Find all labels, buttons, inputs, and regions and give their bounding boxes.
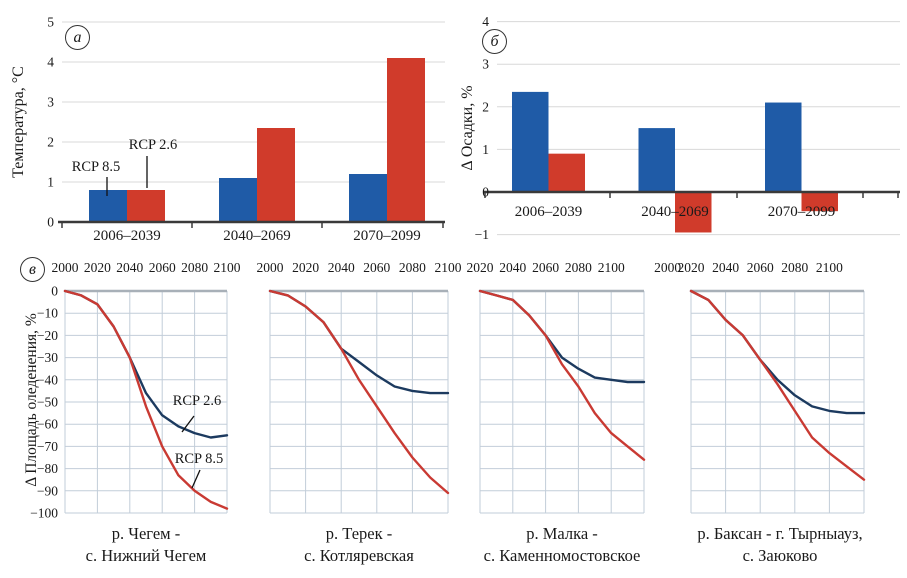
x-tick-label: 2040 <box>328 260 355 275</box>
y-tick-label: −30 <box>37 350 58 365</box>
line-chart-terek: 2000 2020 2040 2060 2080 2100 <box>257 260 462 514</box>
y-tick-label: −1 <box>475 227 489 242</box>
caption-line: с. Нижний Чегем <box>85 545 207 565</box>
precipitation-bar-chart: 4 3 2 1 0 −1 2006–2039 2040–2069 2070–2099 <box>475 14 900 242</box>
x-tick-label: 2040 <box>116 260 143 275</box>
y-tick-label: −50 <box>37 395 58 410</box>
category-label: 2070–2099 <box>353 228 421 244</box>
x-tick-label: 2060 <box>532 260 559 275</box>
y-tick-label: 1 <box>47 175 54 190</box>
caption-line: р. Терек - <box>325 524 393 543</box>
bar-RCP2.6-2040–2069 <box>675 192 712 233</box>
category-label: 2070–2099 <box>768 204 836 220</box>
x-tick-label: 2100 <box>435 260 462 275</box>
series-line-RCP8.5 <box>268 289 450 495</box>
x-tick-label: 2080 <box>565 260 592 275</box>
y-tick-label: −10 <box>37 306 58 321</box>
bar-RCP2.6-2070–2099 <box>801 192 838 212</box>
series-annotation-label: RCP 2.6 <box>173 393 222 409</box>
series-line-RCP8.5 <box>63 289 229 510</box>
temperature-bar-chart: 5 4 3 2 1 0 2006–2039 2040–2069 2070–2099 RCP 8.5… <box>47 15 445 244</box>
bar-RCP8.5-2040–2069 <box>219 178 257 222</box>
caption-line: р. Чегем - <box>111 524 181 543</box>
caption-line: с. Котляревская <box>304 545 414 565</box>
y-tick-label: 3 <box>482 57 489 72</box>
caption-line: р. Малка - <box>526 524 598 543</box>
x-tick-label: 2040 <box>712 260 739 275</box>
panel-a-tag: а <box>65 25 90 50</box>
series-line-RCP2.6 <box>478 289 646 384</box>
caption-chegem: р. Чегем - с. Нижний Чегем <box>40 523 252 567</box>
x-tick-label: 2060 <box>149 260 176 275</box>
x-tick-label: 2060 <box>747 260 774 275</box>
category-label: 2006–2039 <box>515 204 583 220</box>
x-tick-label: 2100 <box>214 260 241 275</box>
x-tick-label: 2100 <box>816 260 843 275</box>
y-tick-label: 4 <box>482 14 489 29</box>
x-tick-label: 2100 <box>598 260 625 275</box>
y-tick-label: 0 <box>482 185 489 200</box>
y-tick-label: 2 <box>482 99 489 114</box>
y-tick-label: 0 <box>51 284 58 299</box>
x-tick-label: 2080 <box>781 260 808 275</box>
caption-terek: р. Терек - с. Котляревская <box>253 523 465 567</box>
panel-b-tag: б <box>482 29 507 54</box>
series-annotation-label: RCP 8.5 <box>175 451 224 467</box>
y-tick-label: −70 <box>37 439 58 454</box>
x-tick-label: 2040 <box>499 260 526 275</box>
x-tick-label: 2080 <box>181 260 208 275</box>
caption-line: с. Каменномостовское <box>483 545 641 565</box>
caption-line: с. Заюково <box>742 545 818 565</box>
bar-RCP8.5-2040–2069 <box>638 128 675 192</box>
y-tick-label: 0 <box>47 215 54 230</box>
y-tick-label: 2 <box>47 135 54 150</box>
bar-RCP8.5-2006–2039 <box>512 91 549 192</box>
bar-RCP8.5-2006–2039 <box>89 190 127 222</box>
y-tick-label: 4 <box>47 55 54 70</box>
x-tick-label: 2020 <box>292 260 319 275</box>
x-tick-label: 2000 <box>257 260 284 275</box>
y-tick-label: 5 <box>47 15 54 30</box>
line-chart-chegem: 2000 2020 2040 2060 2080 2100 0 −10 −20 −30 −40 −50… <box>30 260 241 521</box>
annotation-pointer <box>191 469 201 489</box>
series-annotation-label: RCP 8.5 <box>72 159 121 175</box>
caption-line: р. Баксан - г. Тырныауз, <box>697 524 863 543</box>
category-label: 2006–2039 <box>93 228 161 244</box>
x-tick-label: 2080 <box>399 260 426 275</box>
annotation-pointer <box>181 415 195 433</box>
y-tick-label: −60 <box>37 417 58 432</box>
bar-RCP2.6-2006–2039 <box>548 153 585 192</box>
x-tick-label: 2000 <box>654 260 681 275</box>
y-tick-label: −40 <box>37 372 58 387</box>
y-tick-label: −100 <box>30 506 58 521</box>
bar-RCP8.5-2070–2099 <box>349 174 387 222</box>
caption-baksan: р. Баксан - г. Тырныауз, с. Заюково <box>655 523 905 567</box>
x-tick-label: 2000 <box>52 260 79 275</box>
x-tick-label: 2020 <box>678 260 705 275</box>
bar-RCP2.6-2040–2069 <box>257 128 295 222</box>
bar-RCP2.6-2006–2039 <box>127 190 165 222</box>
y-tick-label: −20 <box>37 328 58 343</box>
x-tick-label: 2020 <box>84 260 111 275</box>
caption-malka: р. Малка - с. Каменномостовское <box>450 523 674 567</box>
category-label: 2040–2069 <box>223 228 291 244</box>
x-tick-label: 2020 <box>467 260 494 275</box>
line-chart-malka: 2020 2040 2060 2080 2100 <box>467 260 646 514</box>
y-tick-label: 1 <box>482 142 489 157</box>
category-label: 2040–2069 <box>641 204 709 220</box>
panel-c-tag: в <box>20 257 45 282</box>
x-tick-label: 2060 <box>363 260 390 275</box>
y-tick-label: −90 <box>37 483 58 498</box>
y-tick-label: −80 <box>37 461 58 476</box>
bar-RCP8.5-2070–2099 <box>765 102 802 192</box>
series-line-RCP8.5 <box>478 289 646 461</box>
series-line-RCP8.5 <box>689 289 866 481</box>
bar-RCP2.6-2070–2099 <box>387 58 425 222</box>
y-tick-label: 3 <box>47 95 54 110</box>
series-annotation-label: RCP 2.6 <box>129 137 178 153</box>
